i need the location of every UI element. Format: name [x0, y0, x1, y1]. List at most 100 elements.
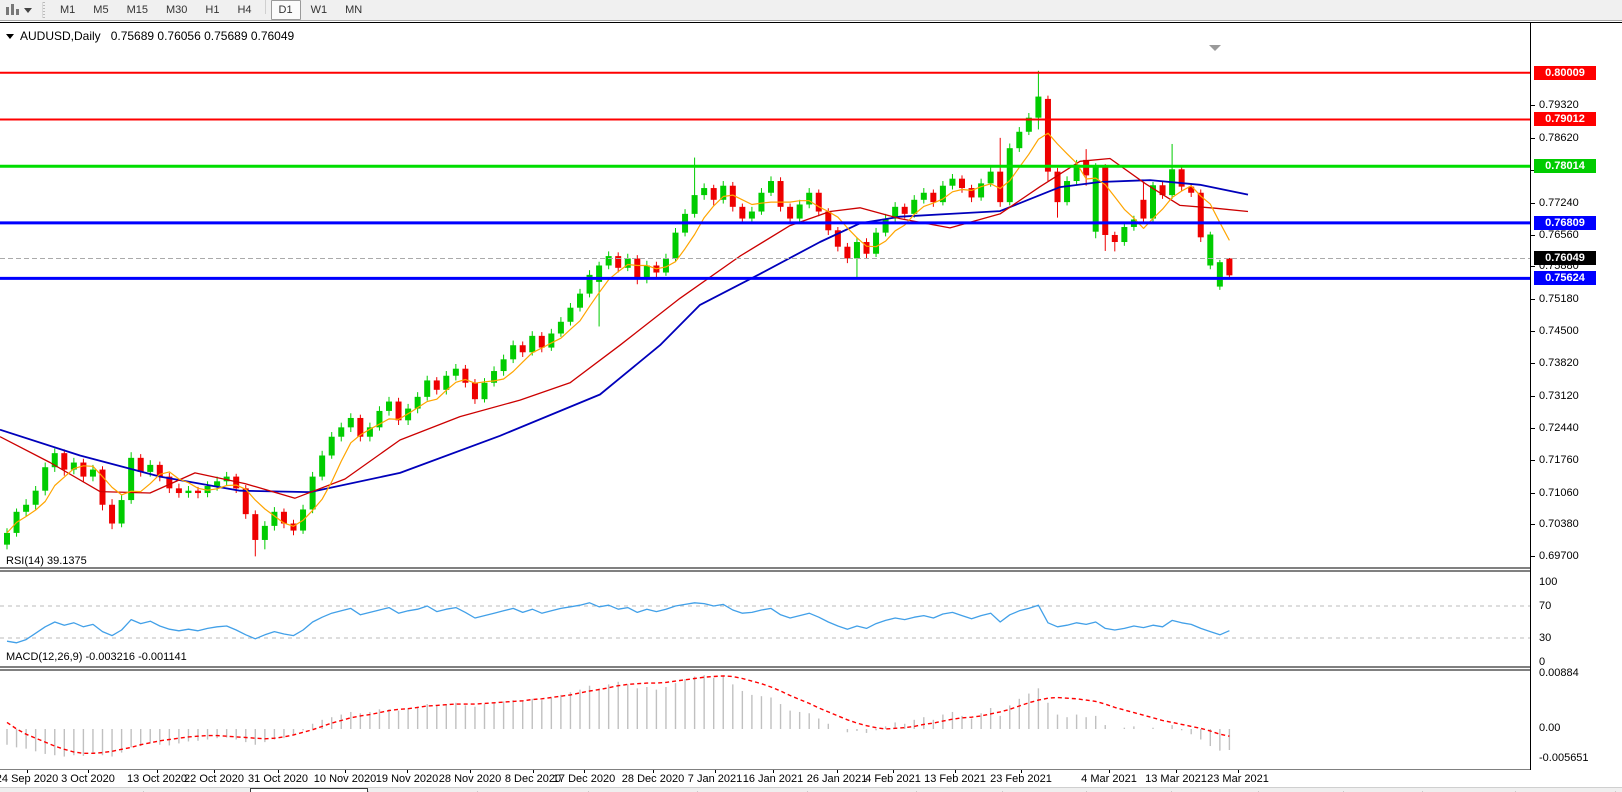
time-axis-tick: [214, 770, 215, 773]
candle-body: [109, 504, 116, 524]
candle-body: [672, 232, 679, 259]
candle-body: [873, 232, 880, 254]
time-axis-label: 19 Nov 2020: [375, 773, 439, 785]
timeframe-button-mn[interactable]: MN: [345, 4, 363, 16]
candle-body: [691, 195, 698, 214]
candle-body: [901, 206, 908, 214]
toolbar-drag-handle[interactable]: [42, 2, 47, 18]
candle-body: [853, 242, 860, 259]
timeframe-button-m5[interactable]: M5: [93, 4, 109, 16]
chart-type-icon-bar: [6, 7, 9, 15]
candle-body: [319, 455, 326, 477]
candle-body: [128, 457, 135, 501]
candle-body: [214, 481, 221, 486]
time-axis-label: 28 Nov 2020: [438, 773, 502, 785]
price-axis-tick: [1531, 459, 1535, 461]
price-axis[interactable]: 0.793200.786200.779400.772400.765600.758…: [1530, 23, 1622, 770]
timeframe-button-w1[interactable]: W1: [310, 4, 328, 16]
ma-fast-line: [6, 132, 1230, 534]
timeframe-button-m30[interactable]: M30: [165, 4, 188, 16]
timeframe-button-h4[interactable]: H4: [237, 4, 252, 16]
candle-body: [1121, 227, 1128, 243]
time-axis-label: 22 Oct 2020: [184, 773, 244, 785]
candle-body: [978, 183, 985, 198]
time-axis-label: 28 Dec 2020: [621, 773, 685, 785]
candle-body: [42, 467, 49, 491]
price-axis-tick: [1531, 105, 1535, 107]
price-axis-tick: [1531, 524, 1535, 526]
price-badge: 0.76809: [1534, 215, 1596, 230]
candle-body: [338, 427, 345, 437]
candle-body: [806, 192, 813, 205]
candle-body: [596, 265, 603, 282]
candle-body: [863, 242, 870, 254]
timeframe-button-h1[interactable]: H1: [205, 4, 220, 16]
candle-body: [61, 453, 68, 470]
candle-body: [80, 462, 87, 477]
candle-body: [758, 192, 765, 212]
price-axis-tick: [1531, 556, 1535, 558]
candle-body: [424, 380, 431, 397]
price-badge: 0.76049: [1534, 251, 1596, 266]
rsi-axis-label: 100: [1539, 576, 1558, 588]
candle-body: [51, 453, 58, 468]
price-axis-tick: [1531, 363, 1535, 365]
time-axis-tick: [893, 770, 894, 773]
candle-body: [433, 380, 440, 390]
chevron-down-icon[interactable]: [24, 7, 32, 13]
main-chart-canvas[interactable]: [0, 22, 1530, 770]
time-axis-tick: [837, 770, 838, 773]
time-axis-tick: [407, 770, 408, 773]
candle-body: [911, 199, 918, 214]
candle-body: [624, 258, 631, 268]
price-axis-tick: [1531, 492, 1535, 494]
candle-body: [844, 246, 851, 259]
chart-type-icon[interactable]: [2, 2, 22, 18]
candle-body: [137, 457, 144, 472]
candle-body: [1159, 185, 1166, 196]
time-axis-tick: [345, 770, 346, 773]
candle-body: [195, 490, 201, 494]
time-axis[interactable]: 24 Sep 2020 3 Oct 2020 13 Oct 2020 22 Oct 2…: [0, 770, 1530, 787]
timeframe-button-d1[interactable]: D1: [270, 0, 301, 20]
price-badge: 0.78014: [1534, 159, 1596, 174]
time-axis-label: 16 Jan 2021: [742, 773, 804, 785]
candle-body: [328, 436, 335, 456]
price-badge: 0.80009: [1534, 65, 1596, 80]
candle-body: [586, 274, 593, 294]
candle-body: [491, 371, 498, 383]
candle-body: [118, 500, 125, 524]
candle-body: [290, 523, 297, 531]
candle-body: [271, 511, 278, 526]
chart-tab-audusd-daily[interactable]: AUDUSD,Daily: [250, 788, 368, 792]
timeframe-button-m1[interactable]: M1: [60, 4, 76, 16]
candle-body: [99, 469, 106, 505]
time-axis-tick: [88, 770, 89, 773]
candle-body: [548, 333, 555, 348]
time-axis-label: 31 Oct 2020: [248, 773, 308, 785]
price-axis-tick: [1531, 266, 1535, 268]
candle-body: [787, 206, 794, 219]
collapse-chart-icon[interactable]: [6, 33, 14, 39]
candle-body: [481, 382, 488, 400]
candle-body: [1035, 96, 1042, 118]
candle-body: [987, 171, 994, 184]
candle-body: [1102, 167, 1109, 235]
time-axis-label: 13 Feb 2021: [924, 773, 986, 785]
price-axis-tick: [1531, 137, 1535, 139]
macd-signal-line: [6, 675, 1230, 754]
time-axis-tick: [278, 770, 279, 773]
candle-body: [939, 185, 946, 203]
time-axis-tick: [533, 770, 534, 773]
timeframe-button-m15[interactable]: M15: [126, 4, 148, 16]
candle-body: [1054, 171, 1061, 203]
candle-body: [70, 462, 77, 470]
candle-body: [223, 476, 230, 482]
candle-body: [825, 211, 832, 231]
timeframe-buttons: M1 M5 M15 M30 H1 H4 D1 W1 MN: [51, 0, 371, 20]
time-axis-label: 26 Jan 2021: [806, 773, 868, 785]
time-axis-tick: [955, 770, 956, 773]
candle-body: [815, 192, 822, 212]
candle-body: [452, 368, 459, 376]
